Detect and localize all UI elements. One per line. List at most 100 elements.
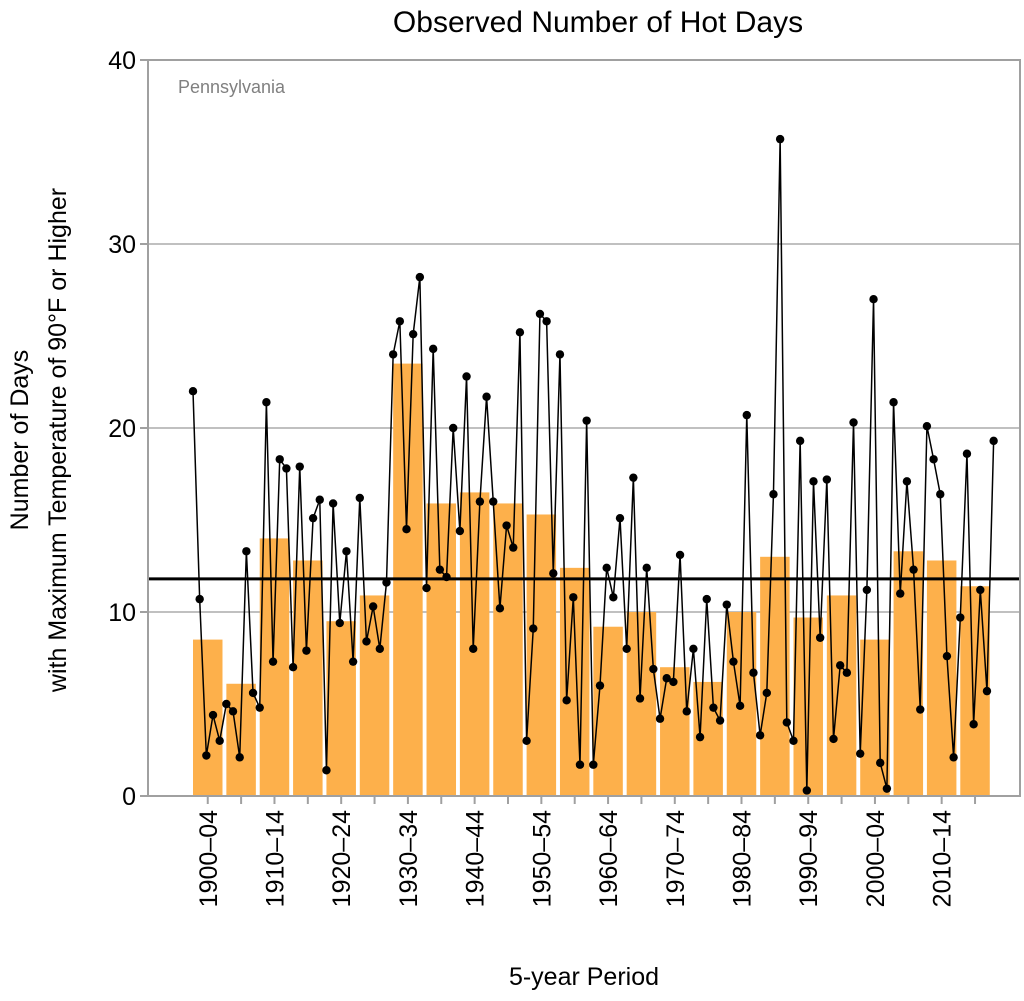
annual-point	[582, 416, 591, 425]
annual-point	[322, 766, 331, 775]
bar	[293, 560, 323, 796]
annual-point	[342, 547, 351, 556]
annual-point	[649, 664, 658, 674]
annual-point	[896, 589, 905, 598]
annual-point	[642, 563, 651, 573]
annual-point	[242, 547, 251, 556]
bar	[459, 492, 490, 796]
annual-series	[188, 134, 998, 795]
annual-point	[522, 736, 531, 745]
annual-point	[956, 613, 965, 622]
annual-point	[702, 594, 711, 604]
annual-point	[876, 758, 885, 768]
x-tick-label: 1980–84	[729, 810, 757, 907]
annual-point	[388, 350, 398, 359]
x-tick-label: 2000–04	[862, 810, 890, 907]
annual-point	[355, 493, 364, 503]
y-tick-label: 40	[108, 47, 136, 75]
annual-point	[849, 418, 858, 427]
annual-point	[982, 686, 992, 696]
annual-point	[969, 720, 978, 729]
x-tick-label: 1930–34	[395, 810, 423, 907]
annual-point	[809, 477, 818, 486]
annual-point	[515, 328, 525, 337]
annual-point	[428, 344, 438, 354]
annual-point	[415, 272, 425, 282]
annual-point	[695, 732, 705, 742]
annual-point	[882, 784, 892, 793]
bar	[259, 538, 290, 796]
annual-point	[435, 565, 445, 574]
annual-point	[262, 398, 271, 407]
x-tick-label: 1910–14	[261, 810, 289, 907]
annual-point	[869, 295, 878, 304]
y-tick-label: 20	[108, 415, 136, 443]
annual-point	[308, 513, 318, 523]
annual-point	[288, 663, 298, 672]
annual-point	[962, 449, 972, 458]
annual-point	[762, 688, 771, 698]
annual-point	[775, 134, 785, 144]
annual-point	[208, 710, 218, 720]
chart-title: Observed Number of Hot Days	[393, 6, 803, 39]
y-axis-ticks: 0 10 20 30 40	[108, 47, 148, 811]
annual-point	[856, 749, 865, 758]
annual-point	[929, 455, 938, 464]
annual-point	[682, 707, 691, 716]
annual-point	[689, 644, 698, 653]
annual-point	[315, 495, 324, 504]
y-axis-label-line2: with Maximum Temperature of 90°F or High…	[44, 188, 72, 693]
annual-point	[569, 593, 578, 602]
annual-point	[335, 618, 344, 628]
y-tick-label: 0	[122, 783, 136, 811]
annual-point	[822, 475, 832, 484]
annual-point	[655, 714, 665, 723]
annual-point	[715, 716, 725, 725]
annual-point	[989, 436, 998, 446]
bar	[193, 639, 223, 796]
x-axis-label: 5-year Period	[509, 963, 659, 991]
annual-point	[348, 657, 358, 666]
x-tick-label: 1950–54	[528, 810, 556, 907]
annual-point	[829, 734, 838, 744]
annual-point	[202, 751, 211, 760]
annual-point	[662, 674, 671, 683]
bar	[860, 639, 890, 796]
annual-point	[889, 398, 898, 407]
annual-point	[555, 350, 565, 359]
annual-point	[482, 392, 491, 401]
x-tick-label: 2010–14	[929, 810, 957, 907]
annual-point	[729, 657, 738, 666]
annual-point	[442, 572, 451, 582]
annual-point	[502, 521, 511, 530]
annual-point	[675, 550, 685, 560]
annual-point	[769, 490, 778, 499]
annual-point	[255, 703, 264, 712]
annual-point	[395, 317, 405, 326]
annual-point	[976, 585, 985, 595]
annual-point	[222, 699, 231, 709]
annual-point	[562, 696, 571, 705]
annual-point	[635, 694, 645, 703]
bar	[426, 503, 457, 796]
annual-point	[842, 668, 852, 677]
annual-point	[328, 499, 338, 508]
annual-point	[742, 410, 751, 420]
annual-point	[936, 490, 945, 499]
x-tick-label: 1900–04	[195, 810, 223, 907]
annual-point	[295, 462, 304, 471]
annual-point	[749, 668, 758, 677]
x-tick-label: 1960–64	[595, 810, 623, 907]
annual-point	[795, 436, 805, 446]
annual-point	[722, 600, 731, 609]
annual-point	[375, 644, 385, 653]
y-tick-label: 10	[108, 599, 136, 627]
annual-point	[228, 707, 238, 716]
annual-point	[475, 497, 485, 506]
annual-point	[902, 477, 912, 486]
annual-point	[542, 317, 551, 326]
annual-point	[449, 423, 458, 433]
x-tick-label: 1970–74	[662, 810, 690, 907]
annual-point	[302, 646, 311, 655]
